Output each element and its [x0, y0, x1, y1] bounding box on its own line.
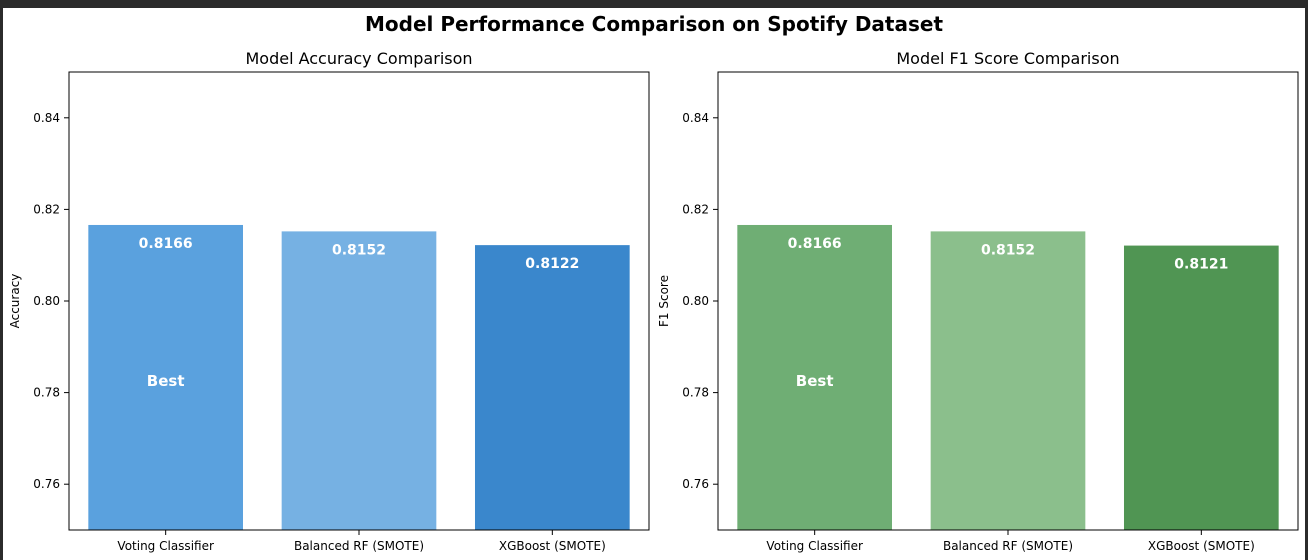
chart2-bar-1: [737, 224, 892, 531]
chart1-ytick-label-1: 0.76: [33, 477, 60, 491]
chart2-ylabel: F1 Score: [657, 275, 671, 327]
chart1-ytick-label-5: 0.84: [33, 111, 60, 125]
chart1-bar-3: [474, 245, 630, 530]
chart2-xtick-label-2: Balanced RF (SMOTE): [943, 539, 1073, 553]
chart2-bar-3: [1123, 245, 1279, 530]
chart2-best-annotation: Best: [796, 372, 834, 390]
chart1-ytick-label-4: 0.82: [33, 202, 60, 216]
chart2-ytick-label-3: 0.80: [682, 294, 709, 308]
chart1-ytick-label-3: 0.80: [33, 294, 60, 308]
chart1-bar-1: [88, 224, 243, 531]
chart2-value-label-3: 0.8121: [1174, 257, 1228, 273]
chart1-value-label-2: 0.8152: [332, 242, 386, 258]
chart1-best-annotation: Best: [147, 372, 185, 390]
charts-canvas: Model Accuracy Comparison Accuracy 0.8166 0…: [8, 49, 1299, 553]
chart1-title: Model Accuracy Comparison: [245, 49, 472, 68]
chart1-xtick-label-2: Balanced RF (SMOTE): [294, 539, 424, 553]
chart1-bar-2: [281, 231, 437, 530]
chart1-value-label-3: 0.8122: [525, 256, 579, 272]
chart1-ytick-label-2: 0.78: [33, 386, 60, 400]
figure-title: Model Performance Comparison on Spotify …: [364, 12, 944, 36]
chart2-value-label-2: 0.8152: [981, 242, 1035, 258]
chart1-ylabel: Accuracy: [8, 274, 22, 329]
chart2-ytick-label-1: 0.76: [682, 477, 709, 491]
figure: Model Performance Comparison on Spotify …: [3, 8, 1305, 560]
chart2-ytick-label-5: 0.84: [682, 111, 709, 125]
chart2-ytick-label-4: 0.82: [682, 202, 709, 216]
chart2-xtick-label-3: XGBoost (SMOTE): [1148, 539, 1255, 553]
chart2-title: Model F1 Score Comparison: [896, 49, 1119, 68]
chart2-value-label-1: 0.8166: [788, 236, 842, 252]
chart1-value-label-1: 0.8166: [139, 236, 193, 252]
chart2-xtick-label-1: Voting Classifier: [766, 539, 863, 553]
chart2-bar-2: [930, 231, 1086, 530]
chart2-ytick-label-2: 0.78: [682, 386, 709, 400]
chart1-xtick-label-3: XGBoost (SMOTE): [499, 539, 606, 553]
chart1-xtick-label-1: Voting Classifier: [117, 539, 214, 553]
